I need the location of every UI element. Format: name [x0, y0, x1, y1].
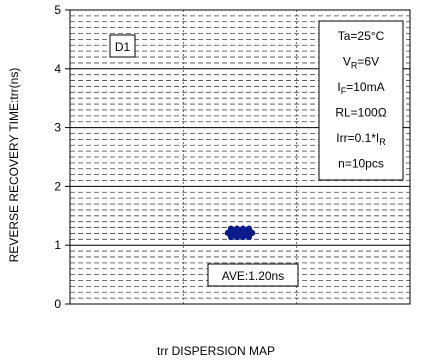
y-tick-label: 3 — [54, 121, 61, 135]
condition-line: RL=100Ω — [335, 106, 386, 120]
sample-label: D1 — [115, 40, 131, 54]
y-axis-ticks: 0 1 2 3 4 5 — [54, 3, 70, 311]
plot-area-frame — [69, 9, 411, 305]
chart-caption: trr DISPERSION MAP — [156, 344, 275, 358]
data-point — [245, 233, 253, 241]
condition-line: VR=6V — [343, 55, 379, 71]
y-tick-label: 5 — [54, 3, 61, 17]
condition-line: IF=10mA — [337, 80, 384, 96]
y-tick-label: 1 — [54, 238, 61, 252]
condition-line: Irr=0.1*IR — [336, 131, 386, 147]
sample-label-box — [109, 34, 136, 58]
average-label-box — [207, 263, 299, 287]
vertical-gridlines — [182, 10, 298, 304]
y-axis-label-wrap: REVERSE RECOVERY TIME:trr(ns) — [2, 0, 26, 330]
data-point — [227, 233, 235, 241]
y-axis-label: REVERSE RECOVERY TIME:trr(ns) — [7, 67, 21, 263]
condition-line: n=10pcs — [338, 157, 384, 171]
condition-line: Ta=25°C — [338, 29, 385, 43]
y-tick-label: 2 — [54, 179, 61, 193]
y-tick-label: 4 — [54, 62, 61, 76]
y-tick-label: 0 — [54, 297, 61, 311]
data-points — [224, 225, 256, 241]
data-point — [239, 233, 247, 241]
average-label: AVE:1.20ns — [222, 269, 284, 283]
conditions-box — [318, 20, 404, 181]
conditions-list: Ta=25°C VR=6V IF=10mA RL=100Ω Irr=0.1*IR n=10… — [335, 29, 386, 171]
data-point — [233, 233, 241, 241]
